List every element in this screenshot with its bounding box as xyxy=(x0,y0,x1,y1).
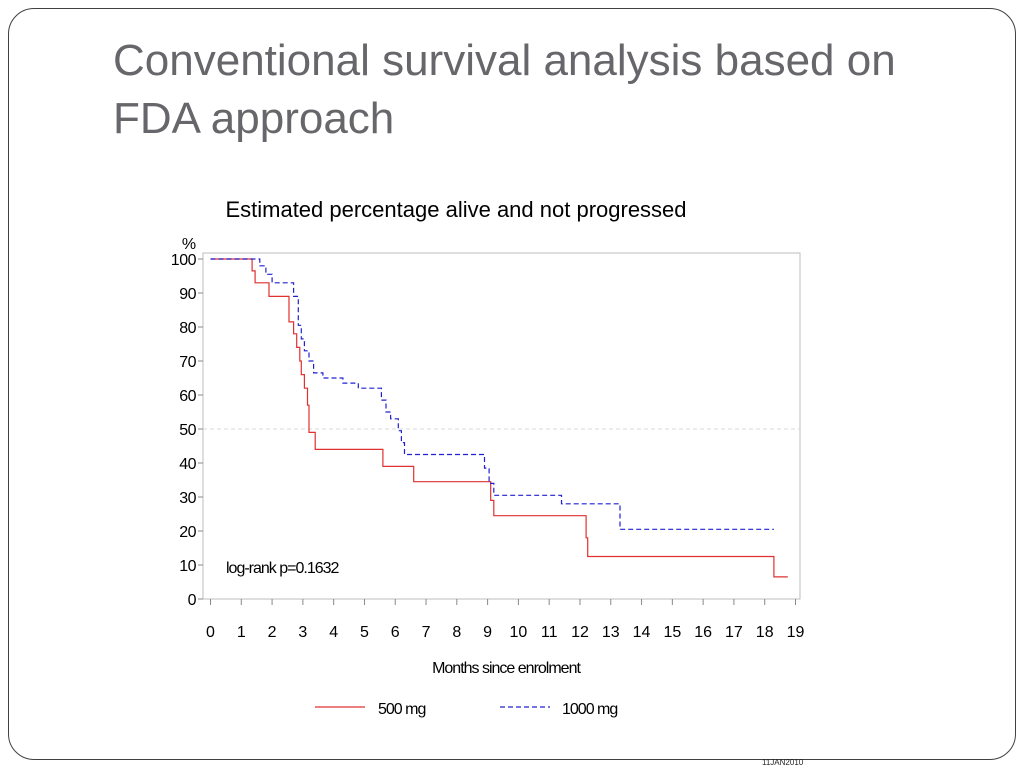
x-tick-label: 15 xyxy=(663,624,681,641)
series-line-1000mg xyxy=(210,258,774,530)
y-tick-label: 70 xyxy=(179,354,196,371)
y-tick-label: 50 xyxy=(179,422,196,439)
x-tick-label: 16 xyxy=(694,624,712,641)
x-tick-label: 17 xyxy=(725,624,743,641)
y-tick-label: 0 xyxy=(188,592,197,609)
y-tick-label: 100 xyxy=(171,252,197,269)
x-tick-label: 9 xyxy=(483,624,492,641)
footer-date: 11JAN2010 xyxy=(762,758,804,767)
x-tick-label: 11 xyxy=(541,624,558,641)
legend-label-500mg: 500 mg xyxy=(378,701,425,718)
y-tick-label: 40 xyxy=(179,456,196,473)
slide-frame xyxy=(8,8,1016,760)
y-tick-label: 60 xyxy=(179,388,196,405)
y-axis-label: % xyxy=(182,236,196,253)
x-tick-label: 18 xyxy=(756,624,774,641)
x-tick-label: 12 xyxy=(571,624,589,641)
slide-title: Conventional survival analysis based on … xyxy=(113,36,896,143)
y-tick-label: 30 xyxy=(179,490,196,507)
x-tick-label: 8 xyxy=(452,624,461,641)
x-tick-label: 5 xyxy=(360,624,369,641)
logrank-annotation: log-rank p=0.1632 xyxy=(226,560,340,577)
x-axis-label: Months since enrolment xyxy=(432,660,581,677)
x-tick-label: 4 xyxy=(329,624,338,641)
chart-title: Estimated percentage alive and not progr… xyxy=(225,197,686,222)
y-tick-label: 90 xyxy=(179,286,196,303)
y-tick-label: 20 xyxy=(179,524,196,541)
plot-frame xyxy=(202,252,801,600)
y-tick-label: 10 xyxy=(179,558,196,575)
x-tick-label: 7 xyxy=(422,624,431,641)
x-tick-label: 14 xyxy=(633,624,651,641)
x-tick-label: 13 xyxy=(602,624,620,641)
x-tick-label: 1 xyxy=(237,624,246,641)
x-tick-label: 0 xyxy=(206,624,215,641)
x-tick-label: 3 xyxy=(298,624,307,641)
x-tick-label: 19 xyxy=(787,624,805,641)
x-tick-label: 2 xyxy=(268,624,277,641)
series-line-500mg xyxy=(210,258,788,578)
legend-label-1000mg: 1000 mg xyxy=(562,701,617,718)
x-tick-label: 6 xyxy=(391,624,400,641)
y-tick-label: 80 xyxy=(179,320,196,337)
x-tick-label: 10 xyxy=(509,624,527,641)
